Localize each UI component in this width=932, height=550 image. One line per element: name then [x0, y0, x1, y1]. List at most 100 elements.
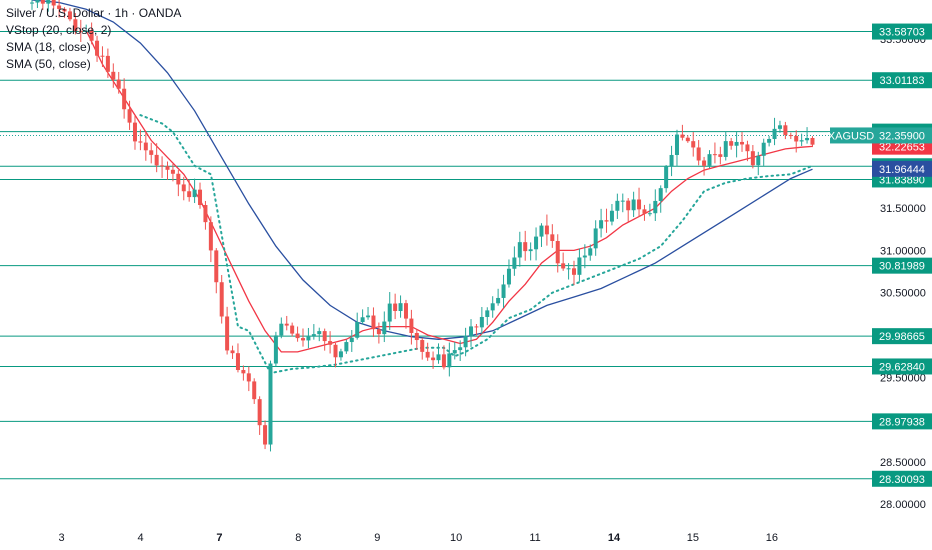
candle-body: [40, 0, 45, 4]
candle-body: [599, 220, 604, 229]
candle-body: [371, 315, 376, 330]
sma50-last-label: 31.96444: [879, 164, 925, 176]
candle-body: [355, 322, 360, 338]
candle-body: [279, 323, 284, 336]
candle-body: [436, 354, 441, 361]
candle-body: [615, 200, 620, 211]
candle-body: [604, 220, 609, 222]
candle-body: [794, 135, 799, 142]
y-tick-label: 28.50000: [880, 457, 926, 469]
candle-body: [534, 236, 539, 250]
candle-body: [154, 154, 159, 166]
candle-body: [170, 169, 175, 174]
level-label: 28.30093: [879, 474, 925, 486]
candle-body: [642, 209, 647, 214]
candle-body: [376, 329, 381, 335]
candle-body: [122, 88, 127, 110]
x-tick-label: 16: [766, 532, 778, 544]
level-label: 29.62840: [879, 361, 925, 373]
candle-body: [46, 0, 51, 4]
candle-body: [479, 316, 484, 328]
candle-body: [783, 125, 788, 136]
x-tick-label: 10: [450, 532, 462, 544]
candle-body: [67, 11, 72, 20]
candle-body: [496, 297, 501, 304]
candle-body: [333, 344, 338, 358]
candle-body: [62, 8, 67, 12]
time-axis: 3 4 7 8 9 10 11 14 15 16: [59, 532, 778, 544]
level-label: 30.81989: [879, 261, 925, 273]
candle-body: [219, 282, 224, 317]
current-price-label-bg: [872, 127, 932, 144]
candle-body: [723, 141, 728, 157]
candle-body: [273, 335, 278, 364]
candle-body: [718, 154, 723, 157]
candle-body: [788, 135, 793, 137]
candle-body: [810, 137, 815, 145]
candle-body: [84, 30, 89, 32]
y-tick-label: 31.50000: [880, 203, 926, 215]
candle-body: [658, 188, 663, 201]
x-tick-label: 8: [295, 532, 301, 544]
candle-body: [246, 373, 251, 382]
candle-body: [143, 142, 148, 151]
candle-body: [588, 248, 593, 256]
legend-vstop[interactable]: VStop (20, close, 2): [6, 23, 112, 37]
current-price-label: 32.35900: [879, 130, 925, 142]
candle-body: [322, 331, 327, 342]
candle-body: [393, 303, 398, 312]
candle-body: [523, 242, 528, 252]
candle-body: [441, 354, 446, 368]
candle-body: [555, 241, 560, 264]
candle-body: [127, 109, 132, 123]
candle-body: [458, 347, 463, 351]
candle-body: [561, 263, 566, 269]
candle-body: [149, 150, 154, 155]
level-label-bg: [872, 257, 932, 274]
level-label: 29.98665: [879, 331, 925, 343]
candle-body: [57, 5, 62, 9]
candle-body: [73, 19, 78, 31]
candle-body: [685, 137, 690, 142]
candle-body: [609, 210, 614, 222]
candle-body: [799, 140, 804, 142]
y-tick-label: 29.50000: [880, 372, 926, 384]
candle-body: [100, 55, 105, 57]
sma18-last-label: 32.22653: [879, 142, 925, 154]
candle-body: [349, 337, 354, 343]
candle-body: [712, 154, 717, 156]
x-tick-label: 9: [374, 532, 380, 544]
candle-body: [805, 137, 810, 141]
candle-body: [295, 333, 300, 339]
candle-body: [176, 173, 181, 185]
candle-body: [750, 151, 755, 166]
candle-body: [230, 350, 235, 354]
candle-body: [696, 147, 701, 161]
sma18-line: [85, 30, 813, 353]
candle-body: [192, 189, 197, 198]
candle-body: [653, 200, 658, 214]
level-label-bg: [872, 470, 932, 487]
candle-body: [512, 257, 517, 269]
candle-body: [198, 189, 203, 206]
candle-body: [214, 250, 219, 283]
candle-body: [637, 199, 642, 210]
candle-body: [284, 323, 289, 326]
legend-title[interactable]: Silver / U.S. Dollar · 1h · OANDA: [6, 6, 182, 20]
candle-body: [761, 142, 766, 156]
symbol-tag: XAGUSD: [828, 130, 875, 142]
candle-body: [474, 326, 479, 328]
legend-sma18[interactable]: SMA (18, close): [6, 40, 91, 54]
level-label-bg: [872, 413, 932, 430]
candle-body: [550, 234, 555, 242]
candle-body: [235, 353, 240, 371]
legend-sma50[interactable]: SMA (50, close): [6, 57, 91, 71]
candle-body: [528, 249, 533, 252]
candle-body: [756, 155, 761, 166]
candle-body: [425, 351, 430, 358]
candle-body: [181, 184, 186, 192]
candle-body: [420, 340, 425, 352]
candle-body: [403, 303, 408, 319]
